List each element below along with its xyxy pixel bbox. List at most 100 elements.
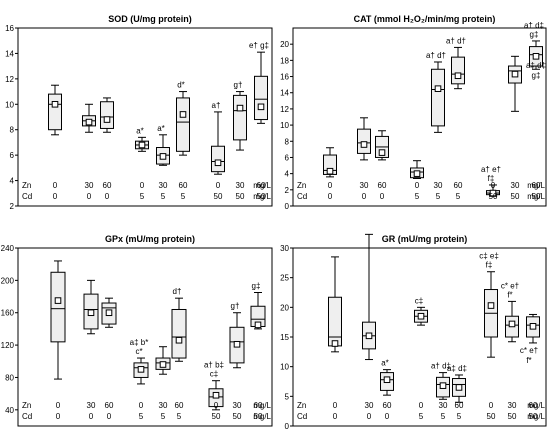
box-group <box>328 256 342 353</box>
cd-value: 0 <box>362 192 367 201</box>
box-group <box>357 117 371 161</box>
y-tick-label: 20 <box>280 40 289 49</box>
zn-value: 60 <box>175 401 184 410</box>
zn-value: 0 <box>419 401 424 410</box>
mean-marker <box>85 118 93 126</box>
y-tick-label: 6 <box>10 151 15 160</box>
zn-value: 30 <box>508 401 517 410</box>
significance-label: g‡ <box>252 282 261 291</box>
box-group: a† <box>211 101 225 175</box>
zn-value: 30 <box>365 401 374 410</box>
cd-value: 50 <box>529 412 538 421</box>
mean-marker <box>51 100 59 108</box>
chart-panel-4: GR (mU/mg protein) 0 5 10 15 20 25 30 a* c‡ a† d‡a… <box>280 233 547 431</box>
box <box>171 308 187 359</box>
mean-marker <box>212 391 220 399</box>
mean-marker <box>365 332 373 340</box>
y-tick-label: 10 <box>5 100 14 109</box>
box-group <box>362 233 376 361</box>
zn-value: 0 <box>491 181 496 190</box>
chart-title: SOD (U/mg protein) <box>108 14 192 24</box>
zn-value: 30 <box>511 181 520 190</box>
plot-frame <box>17 27 273 207</box>
box-group: g‡ <box>250 282 266 330</box>
cd-value: 0 <box>380 192 385 201</box>
box-group <box>100 97 114 133</box>
zn-value: 60 <box>383 401 392 410</box>
cd-value: 5 <box>441 412 446 421</box>
zn-value: 30 <box>360 181 369 190</box>
y-tick-label: 12 <box>5 75 14 84</box>
mean-marker <box>175 336 183 344</box>
zn-value: 30 <box>85 181 94 190</box>
mean-marker <box>489 189 497 197</box>
box-group <box>101 297 117 328</box>
y-tick-label: 15 <box>280 333 289 342</box>
cd-value: 0 <box>367 412 372 421</box>
mean-marker <box>434 85 442 92</box>
plot-frame <box>292 27 547 207</box>
cd-value: 50 <box>212 412 221 421</box>
box-group: a‡ d‡ <box>447 364 467 403</box>
chart-panel-1: SOD (U/mg protein) 2 4 6 8 10 12 14 16 a* a* d* a† g†… <box>5 14 273 211</box>
box-group <box>323 147 337 178</box>
y-tick-label: 0 <box>285 422 290 431</box>
cd-value: 50 <box>511 192 520 201</box>
cd-value: 5 <box>161 412 166 421</box>
zn-value: 60 <box>105 401 114 410</box>
box <box>431 68 445 127</box>
zn-value: 60 <box>254 401 263 410</box>
significance-label: g‡ <box>530 30 539 39</box>
cd-unit: mg/L <box>253 192 271 201</box>
box-group: d* <box>176 81 190 156</box>
cd-value: 0 <box>53 192 58 201</box>
box-group: g† <box>229 302 245 369</box>
significance-label: g‡ <box>532 71 541 80</box>
y-tick-label: 16 <box>5 24 14 33</box>
zn-value: 0 <box>216 181 221 190</box>
cd-value: 0 <box>56 412 61 421</box>
cd-value: 5 <box>436 192 441 201</box>
zn-value: 0 <box>56 401 61 410</box>
box <box>100 101 114 129</box>
zn-unit: mg/L <box>253 181 271 190</box>
box <box>176 97 190 152</box>
y-tick-label: 10 <box>280 121 289 130</box>
zn-value: 0 <box>214 401 219 410</box>
significance-label: a‡ d‡ <box>526 61 546 70</box>
cd-row-label: Cd <box>297 412 307 421</box>
zn-value: 0 <box>328 181 333 190</box>
box-group <box>48 84 62 136</box>
cd-value: 0 <box>328 192 333 201</box>
y-tick-label: 30 <box>280 244 289 253</box>
box-group: c* e†f* <box>501 281 519 343</box>
significance-label: c‡ <box>210 370 218 379</box>
cd-unit: mg/L <box>253 412 271 421</box>
chart-title: GR (mU/mg protein) <box>382 234 468 244</box>
significance-label: a* <box>136 126 144 135</box>
cd-value: 50 <box>214 192 223 201</box>
plot-frame <box>17 247 273 427</box>
y-tick-label: 8 <box>285 137 290 146</box>
significance-label: c* <box>135 347 142 356</box>
significance-label: a† d† <box>426 51 446 60</box>
zn-row-label: Zn <box>297 401 306 410</box>
zn-value: 0 <box>333 401 338 410</box>
cd-value: 5 <box>457 412 462 421</box>
zn-value: 60 <box>532 181 541 190</box>
box-group: d† <box>171 287 187 362</box>
zn-value: 30 <box>434 181 443 190</box>
cd-row-label: Cd <box>22 192 32 201</box>
box <box>451 56 465 85</box>
y-tick-label: 5 <box>285 392 290 401</box>
y-tick-label: 8 <box>10 126 15 135</box>
box-group: a† d† <box>426 51 446 133</box>
cd-value: 50 <box>532 192 541 201</box>
significance-label: a† b‡ <box>204 361 224 370</box>
zn-value: 0 <box>489 401 494 410</box>
mean-marker <box>214 159 222 167</box>
zn-value: 60 <box>378 181 387 190</box>
cd-value: 0 <box>87 192 92 201</box>
